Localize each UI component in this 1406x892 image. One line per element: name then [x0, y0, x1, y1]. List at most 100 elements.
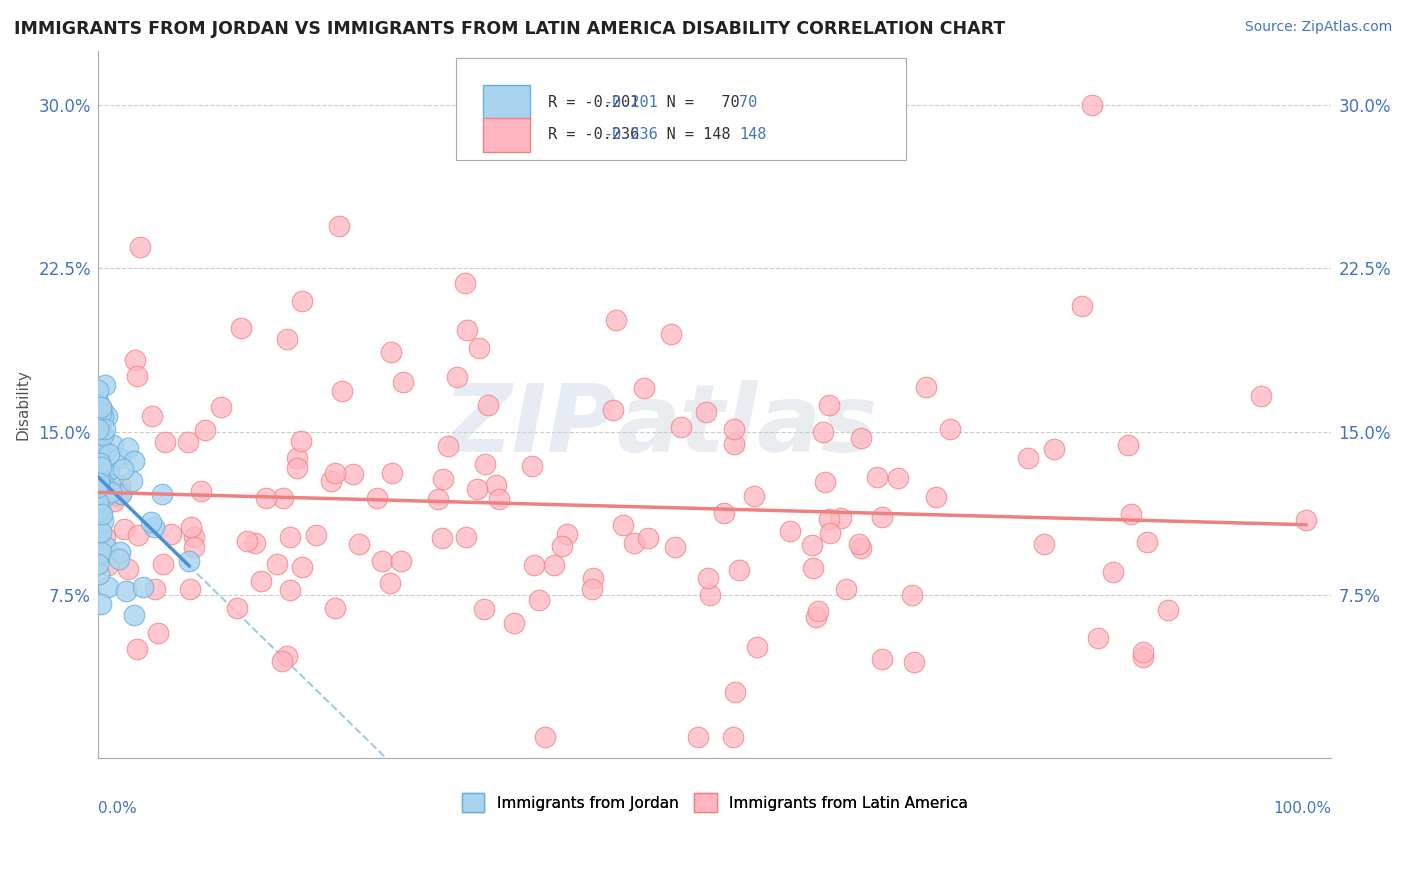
Point — [1042, 442, 1064, 456]
Text: R = -0.236   N = 148: R = -0.236 N = 148 — [548, 128, 731, 143]
Point — [623, 535, 645, 549]
Point — [90, 506, 112, 520]
Point — [90, 400, 112, 414]
Point — [122, 454, 145, 468]
Point — [454, 276, 477, 290]
Point — [131, 580, 153, 594]
Point — [87, 445, 110, 459]
Point — [94, 489, 117, 503]
Point — [87, 476, 110, 491]
Point — [209, 400, 232, 414]
Point — [160, 526, 183, 541]
Point — [89, 421, 111, 435]
Point — [1017, 450, 1039, 465]
Point — [105, 489, 128, 503]
FancyBboxPatch shape — [482, 86, 530, 120]
Point — [835, 582, 858, 597]
Point — [270, 654, 292, 668]
Point — [87, 567, 110, 582]
Point — [129, 240, 152, 254]
Point — [347, 536, 370, 550]
Point — [1081, 98, 1104, 112]
Point — [436, 439, 458, 453]
Point — [87, 434, 110, 448]
Point — [87, 502, 110, 516]
Point — [671, 419, 693, 434]
Point — [914, 380, 936, 394]
Point — [380, 345, 402, 359]
Text: atlas: atlas — [616, 380, 877, 472]
Point — [87, 405, 110, 419]
Point — [633, 381, 655, 395]
Text: ZIP: ZIP — [443, 380, 616, 472]
Point — [94, 422, 117, 436]
Legend: Immigrants from Jordan, Immigrants from Latin America: Immigrants from Jordan, Immigrants from … — [456, 787, 974, 818]
Point — [276, 648, 298, 663]
Point — [150, 487, 173, 501]
Point — [183, 530, 205, 544]
Point — [939, 422, 962, 436]
Point — [1250, 389, 1272, 403]
Point — [179, 582, 201, 596]
Point — [848, 537, 870, 551]
Text: -0.236: -0.236 — [603, 128, 658, 143]
Point — [87, 398, 110, 412]
Point — [456, 323, 478, 337]
Point — [124, 608, 146, 623]
Point — [1119, 508, 1142, 522]
Point — [276, 332, 298, 346]
Point — [115, 584, 138, 599]
Point — [697, 571, 720, 585]
Point — [87, 394, 110, 409]
Point — [243, 536, 266, 550]
Text: 0.0%: 0.0% — [98, 801, 136, 816]
Point — [145, 582, 167, 596]
Point — [779, 524, 801, 538]
Point — [91, 428, 114, 442]
Point — [110, 487, 132, 501]
Point — [108, 451, 131, 466]
Point — [110, 486, 132, 500]
Point — [814, 475, 837, 490]
Point — [96, 540, 118, 554]
Point — [278, 583, 301, 598]
Point — [1116, 438, 1139, 452]
Point — [152, 557, 174, 571]
Point — [125, 369, 148, 384]
Text: 70: 70 — [740, 95, 758, 110]
Point — [148, 626, 170, 640]
Text: Source: ZipAtlas.com: Source: ZipAtlas.com — [1244, 20, 1392, 34]
Point — [472, 602, 495, 616]
Point — [432, 473, 454, 487]
Point — [87, 474, 110, 488]
Text: 148: 148 — [740, 128, 766, 143]
Point — [124, 352, 146, 367]
Point — [378, 576, 401, 591]
Point — [723, 436, 745, 450]
Point — [87, 383, 110, 397]
Point — [659, 326, 682, 341]
Point — [728, 563, 751, 577]
Point — [87, 504, 110, 518]
Point — [110, 478, 132, 492]
Point — [87, 480, 110, 494]
Point — [813, 425, 835, 440]
Point — [319, 475, 342, 489]
Point — [366, 491, 388, 506]
Point — [183, 540, 205, 554]
Point — [90, 484, 112, 499]
Point — [488, 492, 510, 507]
Point — [87, 557, 110, 571]
Point — [723, 422, 745, 436]
Point — [90, 524, 112, 539]
Point — [695, 404, 717, 418]
Text: IMMIGRANTS FROM JORDAN VS IMMIGRANTS FROM LATIN AMERICA DISABILITY CORRELATION C: IMMIGRANTS FROM JORDAN VS IMMIGRANTS FRO… — [14, 20, 1005, 37]
Point — [98, 463, 121, 477]
Point — [900, 588, 922, 602]
Point — [527, 592, 550, 607]
Point — [87, 499, 110, 513]
Point — [427, 492, 450, 507]
Point — [94, 444, 117, 458]
Point — [323, 466, 346, 480]
Point — [278, 530, 301, 544]
